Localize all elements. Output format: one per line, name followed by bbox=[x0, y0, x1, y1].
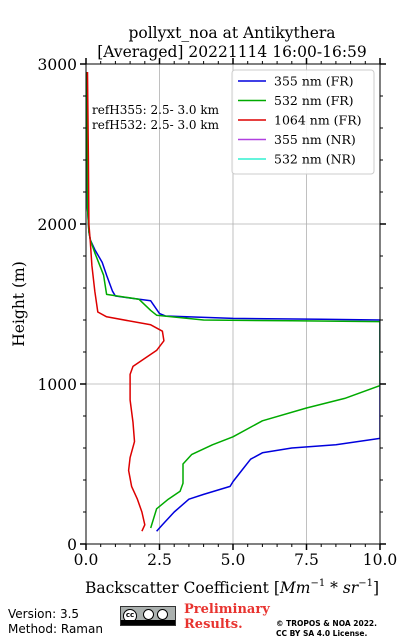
preliminary-line2: Results. bbox=[184, 617, 243, 632]
version-text: Version: 3.5 bbox=[8, 607, 80, 621]
x-tick-label: 7.5 bbox=[294, 551, 319, 569]
cc-badge-bar bbox=[121, 620, 175, 625]
annotation-refh532: refH532: 2.5- 3.0 km bbox=[92, 118, 220, 132]
y-tick-label: 3000 bbox=[38, 56, 77, 74]
copyright-line1: © TROPOS & NOA 2022. bbox=[276, 619, 378, 628]
series-line-532-nm-fr bbox=[86, 71, 380, 529]
annotation-refh355: refH355: 2.5- 3.0 km bbox=[92, 103, 220, 117]
x-axis-unit-exp2: −1 bbox=[358, 578, 373, 589]
legend-items: 355 nm (FR) 532 nm (FR) 1064 nm (FR) 355 nm… bbox=[238, 74, 362, 167]
by-icon bbox=[143, 609, 154, 620]
y-axis-label: Height (m) bbox=[10, 261, 28, 347]
legend-label: 1064 nm (FR) bbox=[274, 113, 362, 128]
x-axis-unit-sr: sr bbox=[343, 579, 360, 597]
copyright-line2: CC BY SA 4.0 License. bbox=[276, 629, 368, 638]
legend-box bbox=[231, 69, 375, 175]
x-axis-unit-mm: Mm bbox=[279, 579, 311, 597]
x-axis-unit-close: ] bbox=[373, 579, 379, 597]
series-line-1064-nm-fr bbox=[86, 71, 165, 532]
x-tick-label: 5.0 bbox=[221, 551, 246, 569]
x-tick-label: 0.0 bbox=[74, 551, 99, 569]
x-axis-label: Backscatter Coefficient [Mm−1 * sr−1] bbox=[85, 578, 379, 597]
x-tick-label: 10.0 bbox=[363, 551, 398, 569]
sa-icon bbox=[157, 609, 168, 620]
legend: 355 nm (FR) 532 nm (FR) 1064 nm (FR) 355 nm… bbox=[231, 69, 375, 175]
axis-ticks: 0.0 2.5 5.0 7.5 10.0 0 1000 2000 3000 bbox=[38, 56, 398, 569]
legend-label: 532 nm (NR) bbox=[274, 152, 356, 167]
method-text: Method: Raman bbox=[8, 622, 103, 636]
preliminary-line1: Preliminary bbox=[184, 602, 270, 617]
x-axis-label-text: Backscatter Coefficient [ bbox=[85, 579, 280, 597]
series-lines bbox=[86, 71, 380, 532]
legend-label: 532 nm (FR) bbox=[274, 93, 354, 108]
x-axis-unit-exp1: −1 bbox=[310, 578, 325, 589]
legend-label: 355 nm (NR) bbox=[274, 132, 356, 147]
legend-label: 355 nm (FR) bbox=[274, 74, 354, 89]
x-axis-unit-star: * bbox=[325, 579, 343, 597]
y-tick-label: 2000 bbox=[38, 216, 77, 234]
cc-by-sa-icon: cc bbox=[120, 606, 176, 626]
copyright-text: © TROPOS & NOA 2022. CC BY SA 4.0 Licens… bbox=[276, 619, 377, 639]
chart-title-line2: [Averaged] 20221114 16:00-16:59 bbox=[97, 43, 367, 61]
preliminary-results-text: Preliminary Results. bbox=[184, 602, 270, 632]
chart-title-line1: pollyxt_noa at Antikythera bbox=[128, 24, 335, 42]
x-tick-label: 2.5 bbox=[147, 551, 172, 569]
y-tick-label: 0 bbox=[67, 536, 77, 554]
y-tick-label: 1000 bbox=[38, 376, 77, 394]
